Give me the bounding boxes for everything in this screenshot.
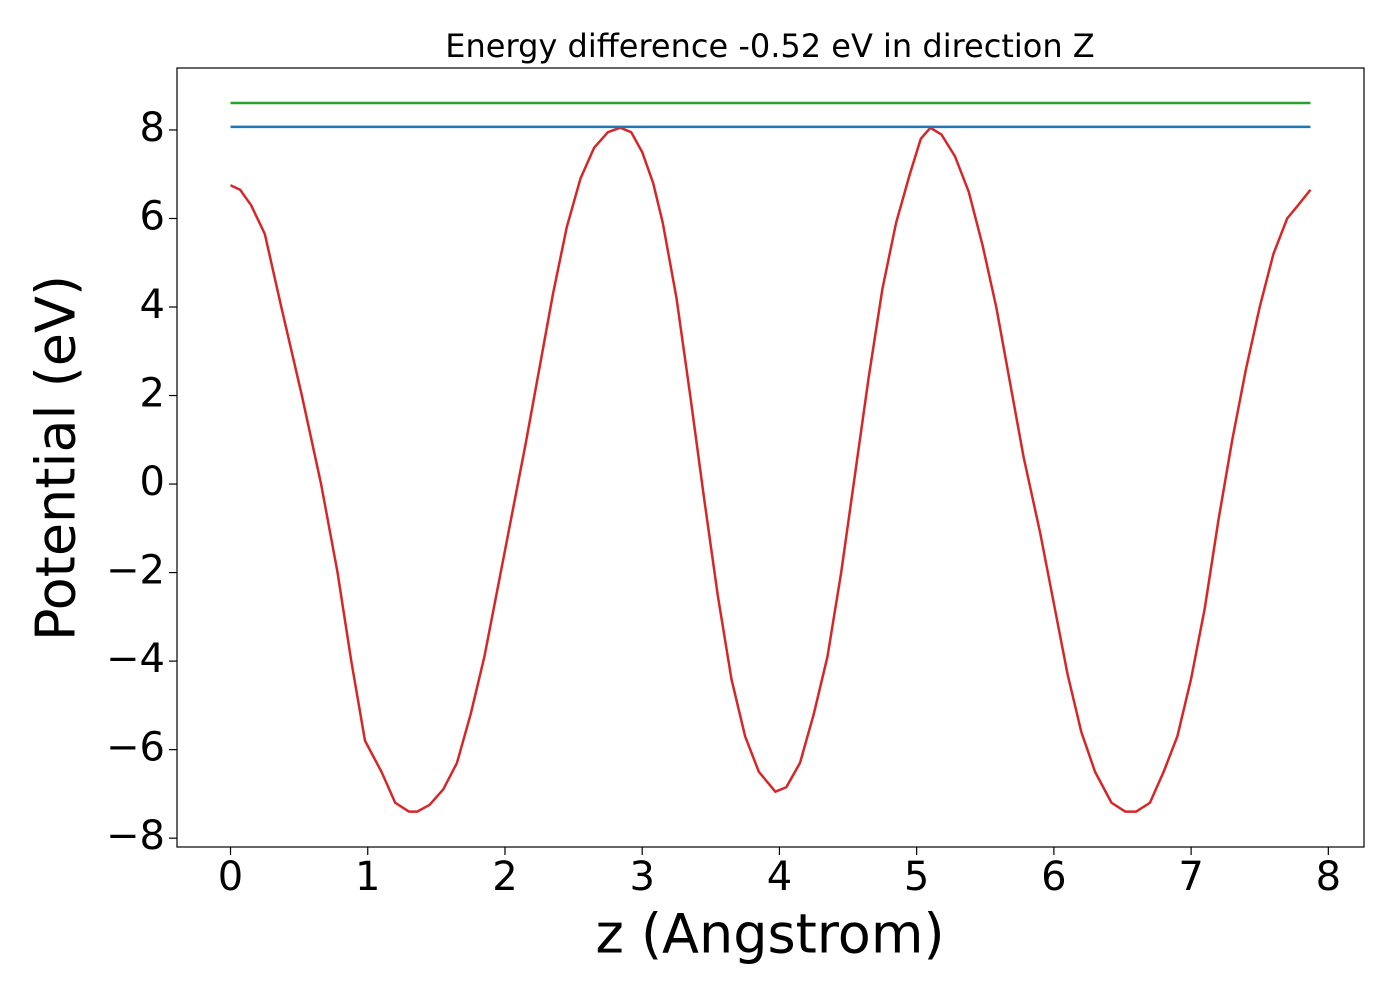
x-tick-label: 3	[629, 854, 654, 900]
y-axis-label: Potential (eV)	[25, 275, 88, 641]
y-tick-label: 4	[140, 282, 165, 328]
x-tick-label: 1	[355, 854, 380, 900]
y-tick-label: −8	[106, 813, 165, 859]
x-tick-label: 4	[767, 854, 792, 900]
y-tick-label: 6	[140, 193, 165, 239]
data-line	[229, 126, 1312, 813]
y-tick-label: −2	[106, 548, 165, 594]
x-tick-label: 8	[1316, 854, 1341, 900]
y-tick-label: 8	[140, 105, 165, 151]
x-axis-label: z (Angstrom)	[595, 903, 944, 966]
x-tick-label: 7	[1178, 854, 1203, 900]
y-tick-label: 2	[140, 371, 165, 417]
x-tick-label: 2	[492, 854, 517, 900]
y-tick-label: 0	[140, 459, 165, 505]
x-tick-label: 5	[904, 854, 929, 900]
x-tick-label: 6	[1041, 854, 1066, 900]
plot-frame	[176, 67, 1365, 848]
x-tick-label: 0	[218, 854, 243, 900]
chart-title: Energy difference -0.52 eV in direction …	[445, 27, 1094, 65]
y-tick-label: −6	[106, 725, 165, 771]
y-tick-label: −4	[106, 636, 165, 682]
